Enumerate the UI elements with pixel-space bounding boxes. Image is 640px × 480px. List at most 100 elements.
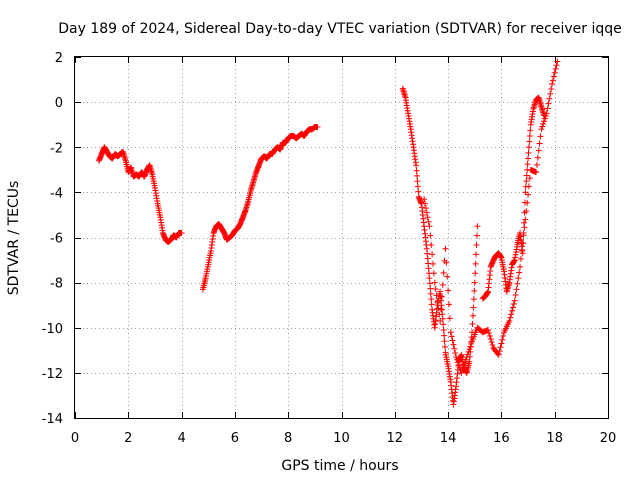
data-point: [522, 183, 529, 190]
x-tick-label: 6: [231, 431, 239, 446]
data-point: [472, 270, 479, 277]
data-point: [513, 286, 520, 293]
data-point: [433, 292, 440, 299]
y-tick-label: 0: [55, 96, 63, 111]
data-point: [487, 336, 494, 343]
data-point: [472, 260, 479, 267]
data-point: [427, 290, 434, 297]
data-point: [421, 196, 428, 203]
data-point: [461, 361, 468, 368]
x-tick-label: 18: [546, 431, 563, 446]
data-point: [465, 348, 472, 355]
data-point: [533, 169, 540, 176]
data-point: [452, 349, 459, 356]
data-point: [426, 275, 433, 282]
data-point: [541, 112, 548, 119]
data-point: [515, 275, 522, 282]
data-point: [470, 296, 477, 303]
data-point: [422, 205, 429, 212]
data-point: [524, 166, 531, 173]
data-point: [424, 214, 431, 221]
x-tick-label: 0: [71, 431, 79, 446]
y-tick-label: -4: [50, 186, 63, 201]
axis-ticks: [75, 57, 609, 419]
data-point: [550, 73, 557, 80]
data-point: [473, 251, 480, 258]
data-point: [415, 188, 422, 195]
data-point: [447, 329, 454, 336]
data-point: [541, 115, 548, 122]
data-point: [489, 342, 496, 349]
data-point: [511, 297, 518, 304]
data-point: [473, 232, 480, 239]
data-point: [474, 223, 481, 230]
data-point: [508, 311, 515, 318]
data-point: [441, 332, 448, 339]
data-point: [535, 147, 542, 154]
data-point: [517, 255, 524, 262]
data-point: [538, 126, 545, 133]
data-point: [510, 301, 517, 308]
data-point: [458, 369, 465, 376]
data-point: [442, 245, 449, 252]
data-point: [499, 336, 506, 343]
plot-frame: [74, 56, 609, 419]
x-tick-label: 16: [493, 431, 510, 446]
data-point: [440, 321, 447, 328]
data-point: [453, 356, 460, 363]
data-point: [496, 348, 503, 355]
data-point: [486, 333, 493, 340]
data-point: [519, 250, 526, 257]
x-tick-label: 20: [600, 431, 617, 446]
data-point: [414, 172, 421, 179]
data-point: [429, 251, 436, 258]
x-tick-label: 14: [440, 431, 457, 446]
data-point: [435, 305, 442, 312]
data-point: [450, 341, 457, 348]
data-point: [485, 327, 492, 334]
data-marks: [95, 58, 561, 408]
data-point: [462, 356, 469, 363]
data-point: [414, 183, 421, 190]
data-point: [469, 320, 476, 327]
x-tick-label: 12: [387, 431, 404, 446]
data-point: [526, 175, 533, 182]
data-point: [497, 344, 504, 351]
data-point: [441, 338, 448, 345]
data-point: [471, 279, 478, 286]
chart-title: Day 189 of 2024, Sidereal Day-to-day VTE…: [58, 21, 622, 37]
x-tick-label: 4: [177, 431, 185, 446]
data-point: [445, 287, 452, 294]
data-point: [551, 69, 558, 76]
data-point: [422, 200, 429, 207]
data-point: [427, 232, 434, 239]
data-point: [439, 281, 446, 288]
data-point: [428, 296, 435, 303]
data-point: [537, 133, 544, 140]
series-segment-3c: [479, 94, 548, 302]
x-tick-labels: 0 2 4 6 8 10 12 14 16 18 20: [71, 431, 616, 446]
data-point: [468, 340, 475, 347]
data-point: [500, 333, 507, 340]
data-point: [540, 120, 547, 127]
y-tick-label: -10: [42, 322, 63, 337]
data-point: [437, 305, 444, 312]
data-point: [522, 189, 529, 196]
data-point: [521, 219, 528, 226]
data-point: [541, 118, 548, 125]
data-point: [437, 317, 444, 324]
series-segment-1: [95, 144, 185, 246]
y-tick-label: 2: [55, 51, 63, 66]
data-point: [527, 127, 534, 134]
data-point: [464, 351, 471, 358]
data-point: [427, 285, 434, 292]
data-point: [536, 140, 543, 147]
data-point: [509, 304, 516, 311]
data-point: [548, 85, 555, 92]
y-tick-label: -14: [42, 412, 63, 427]
data-point: [446, 315, 453, 322]
data-point: [455, 361, 462, 368]
data-point: [425, 218, 432, 225]
y-tick-label: -8: [50, 277, 63, 292]
